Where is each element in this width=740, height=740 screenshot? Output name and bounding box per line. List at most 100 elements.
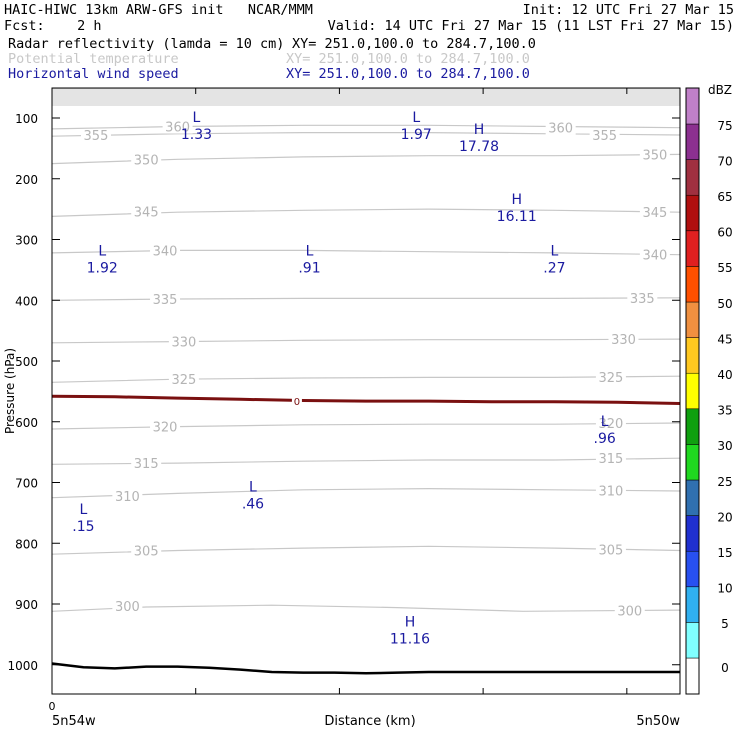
theta-label-bg bbox=[595, 368, 626, 384]
theta-label-305: 305 bbox=[599, 543, 624, 558]
theta-contour-325 bbox=[51, 375, 681, 383]
colorbar-label: 20 bbox=[717, 510, 732, 524]
colorbar-frame bbox=[685, 87, 700, 695]
theta-contours: 300 300 305 305 310 310 315 315 320 320 325 325 330 3… bbox=[51, 118, 681, 620]
theta-label-bg bbox=[150, 291, 181, 307]
x-right-endpoint-label: 5n50w bbox=[636, 714, 680, 729]
theta-label-bg bbox=[131, 455, 162, 471]
colorbar-label: 0 bbox=[721, 661, 729, 675]
colorbar-label: 10 bbox=[717, 582, 732, 596]
colorbar-label: 40 bbox=[717, 368, 732, 382]
theta-label-350: 350 bbox=[642, 148, 667, 163]
theta-contour-330 bbox=[51, 338, 681, 344]
field-theta-xy: XY= 251.0,100.0 to 284.7,100.0 bbox=[286, 51, 530, 67]
theta-contour-320 bbox=[51, 422, 681, 430]
colorbar-label: 5 bbox=[721, 617, 729, 631]
theta-label-355: 355 bbox=[84, 129, 109, 144]
wind-extremum-low: L bbox=[193, 110, 201, 126]
theta-label-bg bbox=[627, 289, 658, 305]
wind-extremum-low: L bbox=[79, 502, 87, 518]
wind-extremum-value: .91 bbox=[298, 261, 320, 277]
theta-label-bg bbox=[168, 371, 199, 387]
y-tick-label: 600 bbox=[15, 416, 38, 430]
theta-label-340: 340 bbox=[642, 249, 667, 264]
theta-label-bg bbox=[168, 333, 199, 349]
theta-label-350: 350 bbox=[134, 153, 159, 168]
theta-label-bg bbox=[131, 203, 162, 219]
wind-extremum-high: H bbox=[511, 192, 522, 208]
wind-extremum-value: 1.97 bbox=[401, 127, 432, 143]
wind-extremum-value: 11.16 bbox=[390, 631, 430, 647]
wind-extremum-value: 1.92 bbox=[87, 261, 118, 277]
colorbar-swatch bbox=[685, 657, 700, 695]
wind-extremum-value: .46 bbox=[242, 496, 264, 512]
colorbar-swatch bbox=[685, 479, 700, 516]
colorbar-label: 45 bbox=[717, 332, 732, 346]
wind-extremum-high: H bbox=[405, 614, 416, 630]
wind-extremum-low: L bbox=[98, 244, 106, 260]
theta-label-360: 360 bbox=[548, 122, 573, 137]
theta-contour-360 bbox=[51, 124, 681, 130]
x-tick-label: 0 bbox=[49, 700, 56, 713]
theta-label-bg bbox=[545, 119, 576, 135]
colorbar-label: 50 bbox=[717, 297, 732, 311]
colorbar-swatch bbox=[685, 515, 700, 552]
colorbar-swatch bbox=[685, 194, 700, 232]
theta-label-bg bbox=[639, 146, 670, 162]
colorbar: 0 5 10 15 20 25 30 35 40 45 50 55 60 65 70 75 dBZ bbox=[685, 83, 733, 695]
y-tick-label: 100 bbox=[15, 112, 38, 126]
colorbar-swatch bbox=[685, 408, 700, 445]
x-left-endpoint-label: 5n54w bbox=[52, 714, 96, 729]
field-reflectivity-name: Radar reflectivity (lamda = 10 cm) bbox=[8, 36, 285, 52]
theta-label-bg bbox=[131, 151, 162, 167]
theta-label-bg bbox=[589, 127, 620, 143]
theta-label-bg bbox=[595, 541, 626, 557]
header-line2-left: Fcst: 2 h bbox=[4, 18, 102, 34]
theta-label-310: 310 bbox=[599, 484, 624, 499]
wind-extremum-low: L bbox=[601, 414, 609, 430]
theta-label-315: 315 bbox=[134, 457, 159, 472]
theta-label-bg bbox=[595, 450, 626, 466]
theta-label-340: 340 bbox=[153, 244, 178, 259]
field-theta-name: Potential temperature bbox=[8, 51, 179, 67]
field-reflectivity-xy: XY= 251.0,100.0 to 284.7,100.0 bbox=[292, 36, 536, 52]
theta-label-bg bbox=[80, 127, 111, 143]
dbz-label-bg bbox=[291, 395, 302, 407]
theta-label-360: 360 bbox=[165, 121, 190, 136]
axes: 100 200 300 400 500 600 700 800 900 1000 0 Distance… bbox=[3, 87, 681, 729]
theta-label-300: 300 bbox=[617, 605, 642, 620]
wind-extremum-value: .27 bbox=[543, 261, 565, 277]
theta-contour-310 bbox=[51, 487, 681, 499]
theta-label-bg bbox=[639, 204, 670, 220]
dbz-zero-contour: 0 bbox=[51, 394, 681, 408]
colorbar-label: 30 bbox=[717, 439, 732, 453]
wind-extremum-value: 16.11 bbox=[497, 209, 537, 225]
colorbar-label: 55 bbox=[717, 261, 732, 275]
colorbar-swatch bbox=[685, 372, 700, 410]
colorbar-swatch bbox=[685, 301, 700, 338]
theta-contour-355 bbox=[51, 132, 681, 137]
surface-line bbox=[51, 662, 680, 675]
colorbar-swatch bbox=[685, 622, 700, 659]
theta-label-325: 325 bbox=[171, 373, 196, 388]
theta-label-320: 320 bbox=[599, 417, 624, 432]
theta-label-305: 305 bbox=[134, 545, 159, 560]
theta-label-335: 335 bbox=[153, 293, 178, 308]
wind-extremum-value: 1.33 bbox=[181, 127, 212, 143]
theta-label-345: 345 bbox=[134, 206, 159, 221]
theta-label-315: 315 bbox=[599, 452, 624, 467]
theta-label-bg bbox=[112, 597, 143, 613]
colorbar-swatch bbox=[685, 87, 700, 125]
top-boundary-hatch bbox=[52, 88, 680, 106]
colorbar-swatch bbox=[685, 586, 700, 623]
field-wind-name: Horizontal wind speed bbox=[8, 66, 179, 82]
y-tick-label: 700 bbox=[15, 477, 38, 491]
theta-label-310: 310 bbox=[115, 490, 140, 505]
colorbar-label: 70 bbox=[717, 154, 732, 168]
x-axis-label: Distance (km) bbox=[324, 714, 415, 729]
colorbar-label: 60 bbox=[717, 226, 732, 240]
header-line1-right: Init: 12 UTC Fri 27 Mar 15 bbox=[522, 2, 734, 18]
theta-label-bg bbox=[595, 482, 626, 498]
